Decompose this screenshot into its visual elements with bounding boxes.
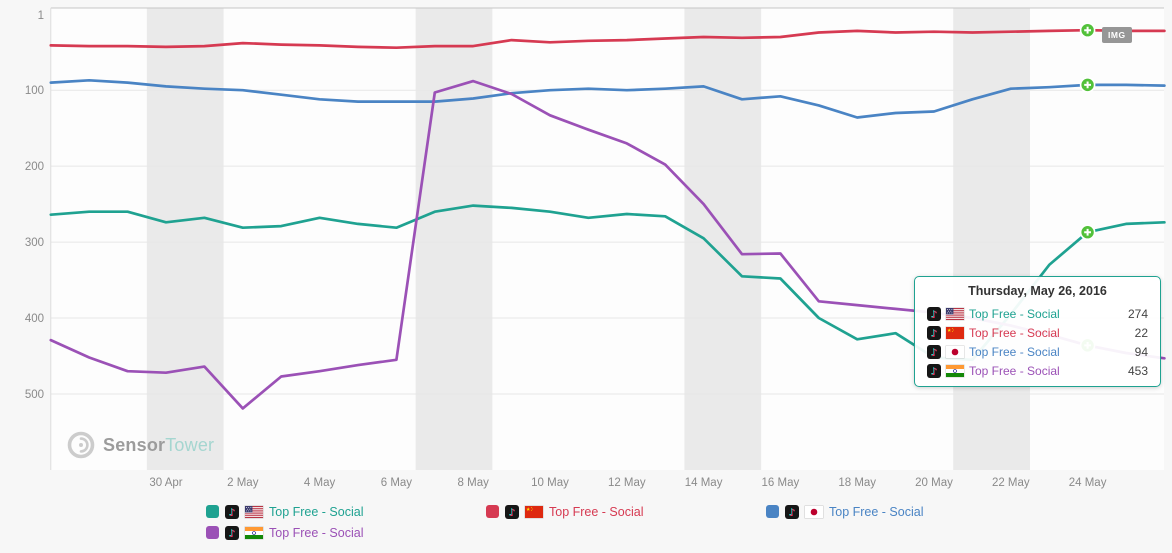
- svg-text:♪: ♪: [229, 508, 235, 519]
- flag-in-icon: [946, 364, 964, 377]
- tooltip-row-value: 22: [1134, 325, 1148, 340]
- svg-text:♪: ♪: [931, 310, 937, 321]
- legend-label: Top Free - Social: [269, 504, 364, 519]
- tooltip-row-label: Top Free - Social: [969, 363, 1060, 378]
- musically-app-icon: ♪ ♪: [927, 325, 941, 340]
- svg-text:1: 1: [38, 10, 44, 22]
- chart-tooltip: Thursday, May 26, 2016 ♪ ♪ Top Free - Soci…: [914, 276, 1161, 387]
- svg-text:♪: ♪: [228, 507, 234, 518]
- legend-row: ♪ ♪ Top Free - Social ♪ ♪ Top Free - Social ♪ ♪…: [0, 501, 1172, 522]
- series-line-jp: [49, 78, 1166, 119]
- tooltip-row-cn: ♪ ♪ Top Free - Social 22: [915, 323, 1160, 342]
- svg-text:8 May: 8 May: [458, 477, 490, 489]
- flag-cn-icon: [525, 505, 543, 518]
- svg-text:100: 100: [25, 85, 44, 97]
- tooltip-rows: ♪ ♪ Top Free - Social 274 ♪ ♪ Top Free - Socia…: [915, 304, 1160, 380]
- tooltip-row-label: Top Free - Social: [969, 344, 1060, 359]
- series-color-chip: [766, 505, 779, 518]
- svg-text:♪: ♪: [931, 367, 937, 378]
- legend-row: ♪ ♪ Top Free - Social: [0, 522, 1172, 543]
- svg-text:400: 400: [25, 313, 44, 325]
- y-axis-labels: 1 100 200 300 400 500: [25, 10, 44, 401]
- tooltip-date-title: Thursday, May 26, 2016: [968, 284, 1107, 298]
- svg-text:200: 200: [25, 161, 44, 173]
- svg-text:300: 300: [25, 237, 44, 249]
- flag-jp-icon: [946, 345, 964, 358]
- flag-jp-icon: [805, 505, 823, 518]
- svg-text:♪: ♪: [931, 329, 937, 340]
- svg-text:♪: ♪: [789, 508, 795, 519]
- musically-app-icon: ♪ ♪: [505, 504, 519, 519]
- flag-us-icon: [946, 307, 964, 320]
- svg-text:14 May: 14 May: [685, 477, 723, 489]
- svg-text:♪: ♪: [931, 348, 937, 359]
- musically-app-icon: ♪ ♪: [225, 504, 239, 519]
- legend-item-jp[interactable]: ♪ ♪ Top Free - Social: [766, 504, 1046, 519]
- svg-text:22 May: 22 May: [992, 477, 1030, 489]
- img-badge: IMG: [1102, 27, 1132, 43]
- musically-app-icon: ♪ ♪: [927, 306, 941, 321]
- svg-text:4 May: 4 May: [304, 477, 336, 489]
- svg-text:♪: ♪: [930, 347, 936, 358]
- svg-text:10 May: 10 May: [531, 477, 569, 489]
- legend-label: Top Free - Social: [829, 504, 924, 519]
- watermark-brand-light: Tower: [165, 434, 215, 455]
- tooltip-row-us: ♪ ♪ Top Free - Social 274: [915, 304, 1160, 323]
- legend-item-in[interactable]: ♪ ♪ Top Free - Social: [206, 525, 486, 540]
- svg-text:16 May: 16 May: [762, 477, 800, 489]
- svg-text:♪: ♪: [229, 529, 235, 540]
- series-color-chip: [486, 505, 499, 518]
- tooltip-row-value: 94: [1134, 344, 1148, 359]
- svg-text:20 May: 20 May: [915, 477, 953, 489]
- svg-text:2 May: 2 May: [227, 477, 259, 489]
- svg-text:♪: ♪: [788, 507, 794, 518]
- watermark-brand-bold: Sensor: [103, 434, 166, 455]
- flag-in-icon: [245, 526, 263, 539]
- tooltip-row-jp: ♪ ♪ Top Free - Social 94: [915, 342, 1160, 361]
- series-line-cn: [49, 28, 1166, 50]
- weekend-bands: [146, 8, 1030, 470]
- tooltip-row-value: 453: [1127, 363, 1148, 378]
- sensortower-watermark: SensorTower: [66, 430, 214, 460]
- tooltip-row-value: 274: [1127, 306, 1148, 321]
- tooltip-row-label: Top Free - Social: [969, 325, 1060, 340]
- legend-label: Top Free - Social: [269, 525, 364, 540]
- svg-text:500: 500: [25, 389, 44, 401]
- legend-item-us[interactable]: ♪ ♪ Top Free - Social: [206, 504, 486, 519]
- legend-item-cn[interactable]: ♪ ♪ Top Free - Social: [486, 504, 766, 519]
- svg-text:♪: ♪: [930, 309, 936, 320]
- svg-text:6 May: 6 May: [381, 477, 413, 489]
- series-color-chip: [206, 526, 219, 539]
- musically-app-icon: ♪ ♪: [927, 363, 941, 378]
- svg-text:24 May: 24 May: [1069, 477, 1107, 489]
- svg-text:30 Apr: 30 Apr: [149, 477, 182, 489]
- svg-text:♪: ♪: [930, 328, 936, 339]
- legend-label: Top Free - Social: [549, 504, 644, 519]
- musically-app-icon: ♪ ♪: [785, 504, 799, 519]
- musically-app-icon: ♪ ♪: [927, 344, 941, 359]
- series-color-chip: [206, 505, 219, 518]
- tooltip-row-in: ♪ ♪ Top Free - Social 453: [915, 361, 1160, 380]
- svg-text:♪: ♪: [930, 366, 936, 377]
- svg-text:♪: ♪: [228, 528, 234, 539]
- svg-text:♪: ♪: [509, 508, 515, 519]
- svg-text:18 May: 18 May: [838, 477, 876, 489]
- x-axis-labels: 30 Apr 2 May 4 May 6 May 8 May 10 May 12 May 14…: [149, 477, 1106, 489]
- tooltip-row-label: Top Free - Social: [969, 306, 1060, 321]
- watermark-text: SensorTower: [103, 435, 214, 456]
- svg-text:12 May: 12 May: [608, 477, 646, 489]
- flag-cn-icon: [946, 326, 964, 339]
- chart-legend: ♪ ♪ Top Free - Social ♪ ♪ Top Free - Social ♪ ♪…: [0, 501, 1172, 543]
- musically-app-icon: ♪ ♪: [225, 525, 239, 540]
- sensortower-logo-icon: [67, 431, 95, 459]
- svg-text:♪: ♪: [508, 507, 514, 518]
- flag-us-icon: [245, 505, 263, 518]
